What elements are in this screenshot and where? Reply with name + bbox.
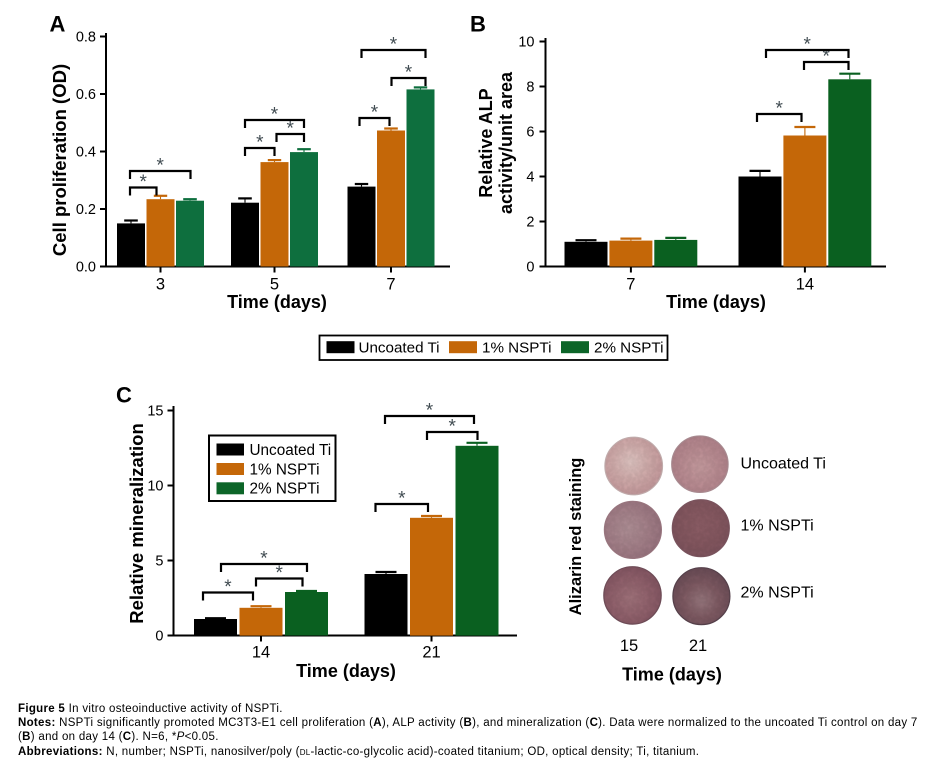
- svg-text:2% NSPTi: 2% NSPTi: [594, 340, 664, 357]
- svg-text:Uncoated Ti: Uncoated Ti: [359, 340, 440, 357]
- svg-text:8: 8: [526, 80, 534, 96]
- svg-text:C: C: [116, 383, 132, 408]
- svg-text:21: 21: [422, 644, 440, 662]
- svg-text:1% NSPTi: 1% NSPTi: [250, 461, 320, 478]
- svg-text:0.4: 0.4: [76, 145, 96, 161]
- svg-text:4: 4: [526, 170, 534, 186]
- svg-text:*: *: [405, 63, 413, 84]
- svg-text:B: B: [470, 12, 486, 37]
- svg-text:0: 0: [155, 629, 163, 645]
- svg-text:Uncoated Ti: Uncoated Ti: [250, 442, 332, 459]
- svg-text:0.6: 0.6: [76, 87, 96, 103]
- svg-text:Time (days): Time (days): [296, 661, 396, 681]
- svg-text:1% NSPTi: 1% NSPTi: [741, 518, 814, 535]
- svg-text:5: 5: [270, 276, 279, 294]
- svg-text:Uncoated Ti: Uncoated Ti: [741, 456, 826, 473]
- svg-text:Cell proliferation (OD): Cell proliferation (OD): [49, 64, 70, 256]
- svg-text:Relative mineralization: Relative mineralization: [126, 423, 147, 623]
- svg-text:0.2: 0.2: [76, 202, 96, 218]
- svg-text:14: 14: [252, 644, 270, 662]
- svg-text:7: 7: [386, 276, 395, 294]
- svg-text:*: *: [156, 156, 164, 177]
- svg-text:*: *: [822, 47, 830, 68]
- svg-text:*: *: [803, 35, 811, 56]
- svg-text:6: 6: [526, 125, 534, 141]
- svg-text:*: *: [448, 417, 456, 438]
- svg-text:*: *: [139, 172, 147, 193]
- svg-text:*: *: [286, 119, 294, 140]
- svg-text:5: 5: [155, 554, 163, 570]
- svg-text:2% NSPTi: 2% NSPTi: [741, 585, 814, 602]
- svg-text:0: 0: [526, 260, 534, 276]
- svg-text:0.0: 0.0: [76, 260, 96, 276]
- svg-text:2% NSPTi: 2% NSPTi: [250, 481, 320, 498]
- svg-text:A: A: [50, 12, 66, 37]
- svg-text:2: 2: [526, 215, 534, 231]
- svg-text:7: 7: [626, 276, 635, 294]
- svg-text:Relative ALP: Relative ALP: [476, 88, 496, 197]
- svg-text:*: *: [275, 563, 283, 584]
- svg-text:0.8: 0.8: [76, 30, 96, 46]
- svg-text:10: 10: [518, 35, 534, 51]
- svg-text:21: 21: [689, 637, 707, 655]
- svg-text:*: *: [224, 577, 232, 598]
- svg-text:10: 10: [147, 479, 163, 495]
- svg-text:15: 15: [147, 404, 163, 420]
- svg-text:1% NSPTi: 1% NSPTi: [482, 340, 552, 357]
- svg-text:Alizarin red staining: Alizarin red staining: [567, 458, 585, 616]
- svg-text:*: *: [256, 133, 264, 154]
- svg-text:*: *: [260, 549, 268, 570]
- svg-text:15: 15: [620, 637, 638, 655]
- svg-text:Time (days): Time (days): [622, 665, 722, 685]
- svg-text:*: *: [426, 401, 434, 422]
- svg-text:*: *: [775, 99, 783, 120]
- svg-text:activity/unit area: activity/unit area: [496, 71, 516, 214]
- svg-text:*: *: [398, 489, 406, 510]
- svg-text:Time (days): Time (days): [227, 292, 327, 312]
- svg-text:Time (days): Time (days): [666, 292, 766, 312]
- svg-text:*: *: [390, 35, 398, 56]
- svg-text:*: *: [271, 105, 279, 126]
- svg-text:*: *: [371, 103, 379, 124]
- svg-text:3: 3: [156, 276, 165, 294]
- svg-text:14: 14: [796, 276, 814, 294]
